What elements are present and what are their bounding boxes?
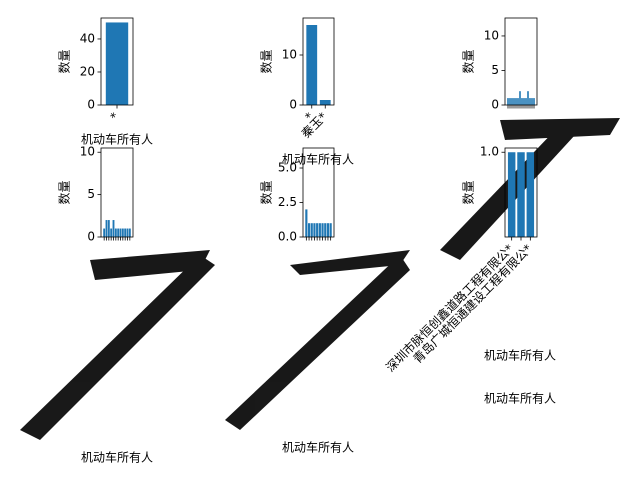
y-tick-label: 0 [289,98,297,112]
bar [126,228,129,237]
y-tick-label: 2.5 [278,195,297,209]
bar [507,152,516,237]
y-tick-label: 0 [87,98,95,112]
y-tick-label: 5 [491,63,499,77]
bar [525,98,527,105]
x-axis-label: 机动车所有人 [484,391,556,406]
bar [306,25,318,105]
axes-frame [504,17,538,106]
bar [105,22,129,105]
bar [316,223,319,237]
bar [119,228,122,237]
bar [307,223,311,237]
bar [515,98,517,105]
bar [124,228,127,237]
axes-frame [302,147,335,238]
bar [110,228,113,237]
x-axis-label: 机动车所有人 [484,348,556,363]
bar [128,228,131,237]
bar [326,223,330,237]
axes-frame [302,17,335,106]
y-tick-label: 10 [282,48,297,62]
axes-frame [100,17,134,106]
x-axis-label: 机动车所有人 [81,450,153,465]
bar [511,98,513,105]
y-tick-label: 1.0 [480,145,499,159]
x-axis-label: 机动车所有人 [282,152,354,167]
bar [517,152,525,237]
x-axis-label: 机动车所有人 [282,440,354,455]
bar [529,98,531,105]
bar [121,228,124,237]
bar [509,98,511,105]
bar [112,220,115,237]
y-tick-label: 40 [80,31,95,45]
bar [310,223,313,237]
bar [318,223,321,237]
bar [526,152,535,237]
bar [107,220,110,237]
x-axis-label: 机动车所有人 [81,132,153,147]
bar [517,98,519,105]
y-tick-label: 10 [484,28,499,42]
bar [324,223,327,237]
x-tick-label: * [107,110,121,124]
bar [329,223,332,237]
bar [313,223,316,237]
bar [513,98,515,105]
bar [519,91,521,105]
bar [321,223,324,237]
y-axis-label: 数量 [57,180,72,204]
axes-frame [100,147,134,238]
bar [521,98,523,105]
y-axis-label: 数量 [57,49,72,73]
y-axis-label: 数量 [461,180,476,204]
y-axis-label: 数量 [461,49,476,73]
x-tick-label: 青岛广城恒通建设工程有限公* [410,241,535,366]
label-smear [20,118,620,440]
y-tick-label: 0 [491,98,499,112]
y-tick-label: 5 [87,187,95,201]
bar [527,91,529,105]
y-tick-label: 0 [87,230,95,244]
bar [507,98,509,105]
bar [305,209,308,237]
bar [523,98,525,105]
y-axis-label: 数量 [259,49,274,73]
y-tick-label: 0.0 [278,230,297,244]
bar [319,100,331,105]
y-tick-label: 5.0 [278,161,297,175]
bar [103,228,106,237]
y-tick-label: 10 [80,145,95,159]
bar [117,228,120,237]
bar [114,228,117,237]
axes-frame [504,147,538,238]
y-axis-label: 数量 [259,180,274,204]
bar [531,98,533,105]
y-tick-label: 20 [80,64,95,78]
bar [533,98,535,105]
bar [105,220,108,237]
